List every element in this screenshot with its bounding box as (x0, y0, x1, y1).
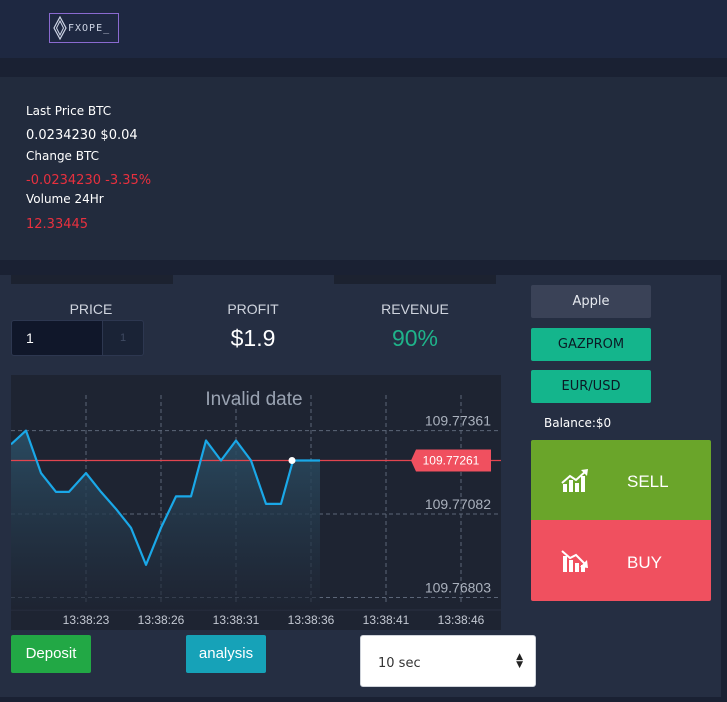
last-price-label: Last Price BTC (26, 104, 112, 118)
last-price-value: 0.0234230 $0.04 (26, 128, 138, 143)
buy-label: BUY (627, 553, 662, 572)
change-label: Change BTC (26, 149, 99, 163)
trend-up-icon (561, 469, 588, 492)
logo-icon (53, 16, 67, 40)
deposit-button[interactable]: Deposit (11, 635, 91, 673)
x-tick-label: 13:38:26 (138, 613, 185, 627)
tab-strip-left (11, 275, 173, 284)
tab-strip-right (334, 275, 496, 284)
asset-gazprom-button[interactable]: GAZPROM (531, 328, 651, 361)
last-point-marker (288, 457, 296, 465)
x-tick-label: 13:38:23 (63, 613, 110, 627)
trend-down-icon (561, 550, 588, 572)
interval-select-value: 10 sec (378, 656, 421, 671)
x-tick-label: 13:38:36 (288, 613, 335, 627)
price-input[interactable]: 1 (11, 320, 103, 356)
x-tick-label: 13:38:31 (213, 613, 260, 627)
balance-label: Balance:$0 (544, 416, 612, 430)
price-chart[interactable]: Invalid date 13:38:23 13:38:26 13:38:31 13:… (11, 375, 501, 630)
chart-title: Invalid date (205, 389, 302, 410)
sell-label: SELL (627, 472, 669, 491)
y-tick-label: 109.77361 (425, 413, 491, 429)
asset-eurusd-button[interactable]: EUR/USD (531, 370, 651, 403)
buy-button[interactable]: BUY (531, 520, 711, 601)
price-chart-svg: Invalid date 13:38:23 13:38:26 13:38:31 13:… (11, 389, 501, 627)
sell-button[interactable]: SELL (531, 440, 711, 520)
series-line (11, 429, 320, 566)
top-bar: FXOPE_ (0, 0, 727, 58)
price-label: PRICE (69, 301, 113, 317)
current-price-tag: 109.77261 (411, 449, 491, 472)
interval-select[interactable]: 10 sec ▲ ▼ (360, 635, 536, 687)
x-tick-label: 13:38:46 (438, 613, 485, 627)
select-arrows-icon: ▲ ▼ (516, 652, 523, 670)
y-tick-label: 109.77082 (425, 496, 491, 512)
x-tick-label: 13:38:41 (363, 613, 410, 627)
current-price-value: 109.77261 (423, 454, 480, 468)
profit-label: PROFIT (227, 301, 279, 317)
asset-apple-button[interactable]: Apple (531, 285, 651, 318)
volume-value: 12.33445 (26, 217, 89, 232)
price-stepper[interactable]: 1 (102, 320, 144, 356)
volume-label: Volume 24Hr (26, 192, 104, 206)
logo[interactable]: FXOPE_ (49, 13, 119, 43)
revenue-value: 90% (391, 325, 439, 351)
market-stats-panel (0, 77, 727, 260)
analysis-button[interactable]: analysis (186, 635, 266, 673)
y-tick-label: 109.76803 (425, 579, 491, 595)
change-value: -0.0234230 -3.35% (26, 173, 152, 188)
revenue-label: REVENUE (381, 301, 449, 317)
profit-value: $1.9 (230, 325, 276, 351)
logo-text: FXOPE_ (68, 22, 111, 34)
